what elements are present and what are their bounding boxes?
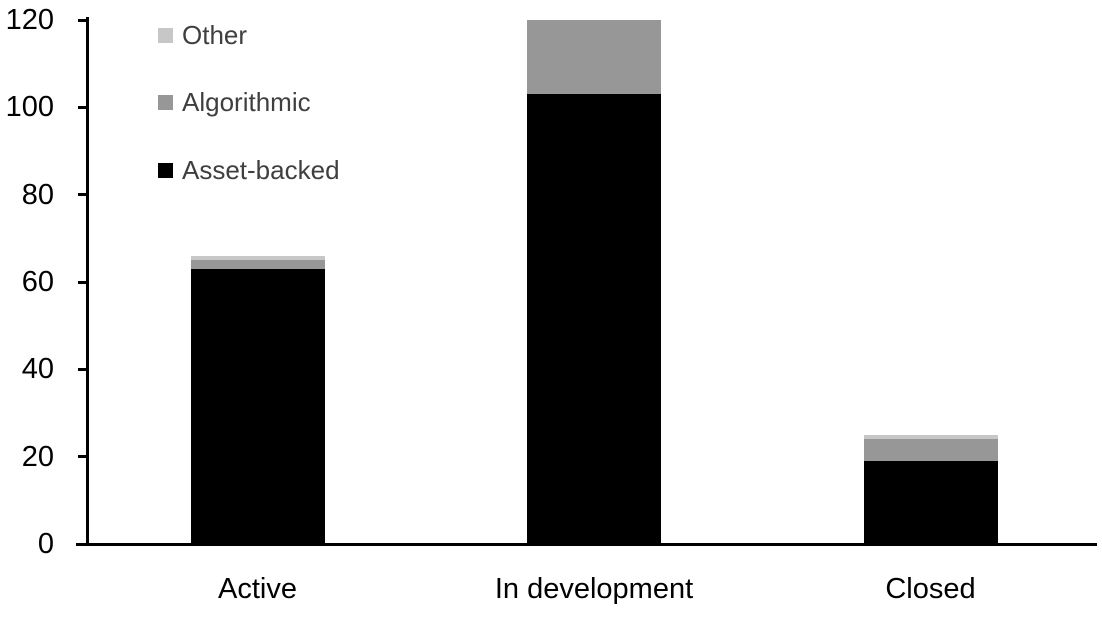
bar-segment-in-development-algorithmic — [527, 20, 661, 95]
legend-item-asset-backed: Asset-backed — [158, 155, 340, 185]
bar-segment-active-other — [190, 255, 325, 261]
category-label-in-development: In development — [494, 573, 694, 605]
bar-segment-active-asset-backed — [190, 268, 325, 544]
y-axis-tick-label: 80 — [21, 178, 54, 211]
y-axis-tick — [78, 105, 88, 109]
y-axis-tick — [78, 542, 88, 546]
y-axis-tick-label: 40 — [21, 353, 54, 386]
y-axis-tick-label: 60 — [21, 266, 54, 298]
bar-segment-closed-other — [863, 434, 998, 440]
y-axis-tick-label: 0 — [37, 528, 54, 560]
y-axis-tick-label: 120 — [5, 4, 54, 36]
bar-segment-in-development-asset-backed — [527, 94, 661, 544]
bar-segment-closed-asset-backed — [863, 461, 998, 544]
category-label-active: Active — [218, 573, 297, 605]
category-label-closed: Closed — [885, 573, 976, 605]
legend-label: Other — [182, 20, 248, 50]
y-axis-tick — [78, 367, 88, 371]
y-axis-tick — [78, 18, 88, 22]
legend-item-algorithmic: Algorithmic — [158, 87, 311, 117]
y-axis-tick — [78, 280, 88, 284]
x-axis-line — [76, 543, 1097, 546]
legend-swatch-icon — [158, 94, 173, 110]
y-axis-tick-label: 20 — [21, 440, 54, 473]
bar-segment-closed-algorithmic — [863, 439, 998, 462]
legend-item-other: Other — [158, 20, 248, 50]
legend-label: Algorithmic — [182, 87, 311, 117]
legend-swatch-icon — [158, 27, 173, 43]
legend-label: Asset-backed — [182, 155, 340, 185]
y-axis-tick — [78, 455, 88, 459]
bar-segment-active-algorithmic — [190, 260, 325, 269]
legend-swatch-icon — [158, 162, 173, 178]
y-axis-tick — [78, 193, 88, 197]
y-axis-tick-label: 100 — [5, 91, 54, 124]
